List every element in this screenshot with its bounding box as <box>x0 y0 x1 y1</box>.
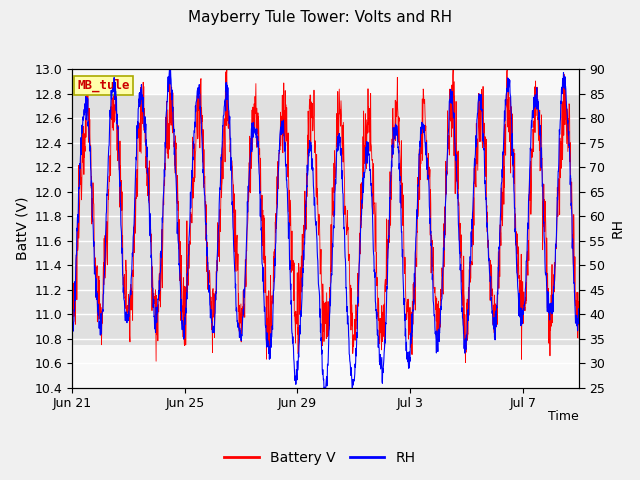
Text: Mayberry Tule Tower: Volts and RH: Mayberry Tule Tower: Volts and RH <box>188 10 452 24</box>
Bar <box>72 94 579 345</box>
Y-axis label: BattV (V): BattV (V) <box>15 197 29 260</box>
Text: MB_tule: MB_tule <box>77 79 130 92</box>
X-axis label: Time: Time <box>548 410 579 423</box>
Y-axis label: RH: RH <box>611 218 625 239</box>
Legend: Battery V, RH: Battery V, RH <box>219 445 421 471</box>
